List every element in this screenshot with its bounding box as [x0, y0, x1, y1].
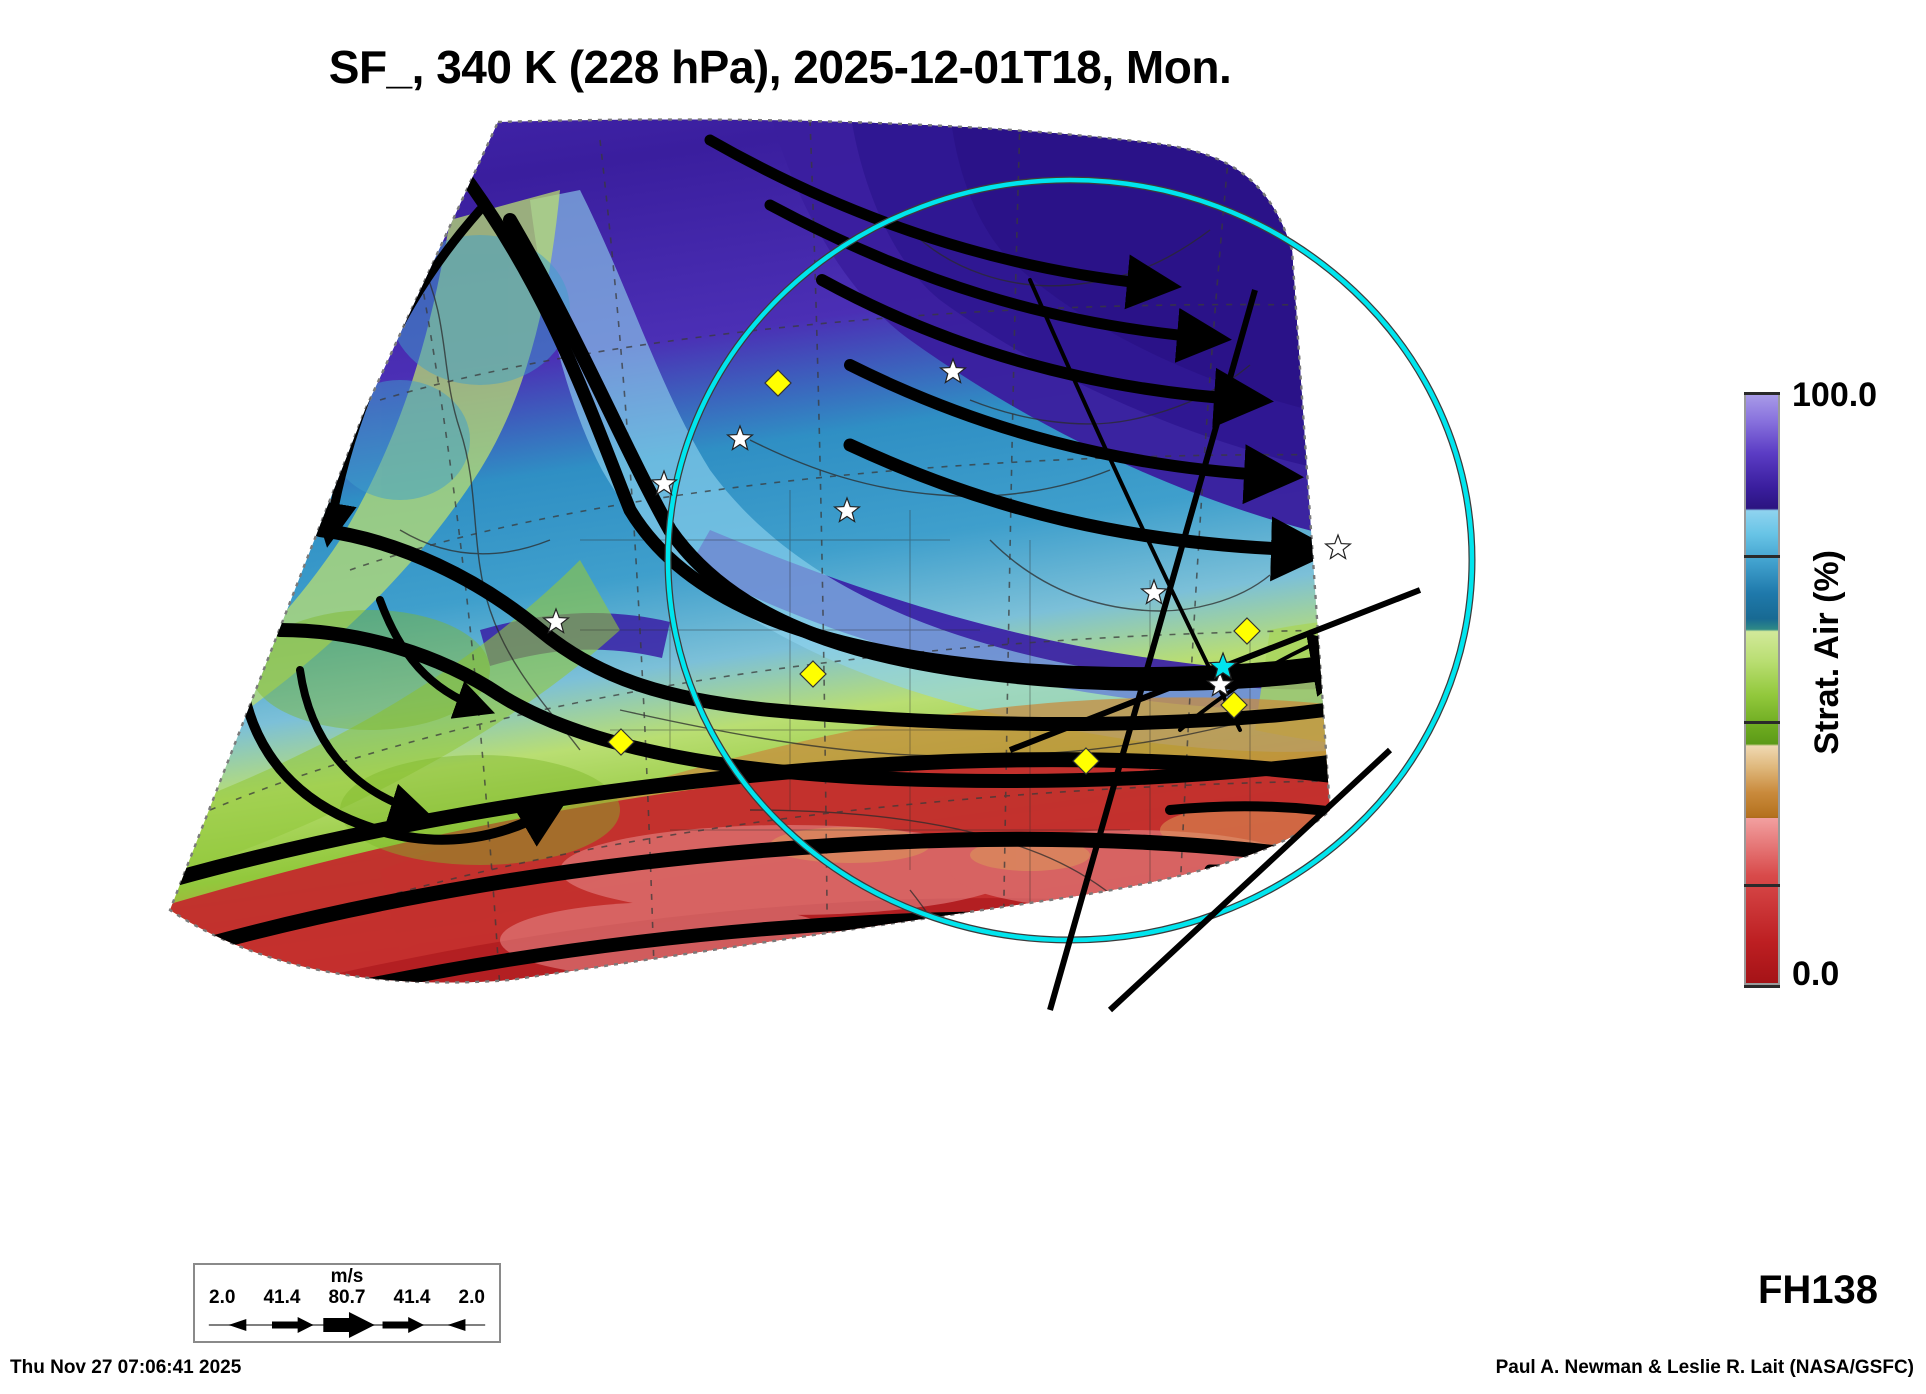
- colorbar-axis-label: Strat. Air (%): [1808, 550, 1846, 755]
- station-star-marker-5[interactable]: [1139, 578, 1169, 605]
- site-diamond-marker-0[interactable]: [764, 369, 792, 397]
- marker-layer[interactable]: [541, 357, 1353, 775]
- wind-legend-value-4: 2.0: [458, 1287, 485, 1308]
- site-diamond-marker-2[interactable]: [607, 728, 635, 756]
- colorbar-tick-1: [1744, 555, 1780, 559]
- wind-legend-unit-label: m/s: [330, 1266, 364, 1287]
- colorbar-tick-3: [1744, 884, 1780, 888]
- map-panel[interactable]: [150, 110, 1570, 1240]
- site-diamond-marker-4[interactable]: [1220, 691, 1248, 719]
- station-star-marker-1[interactable]: [725, 424, 755, 451]
- station-star-marker-6[interactable]: [1323, 533, 1353, 560]
- colorbar-tick-4: [1744, 985, 1780, 988]
- wind-legend-value-3: 41.4: [393, 1287, 431, 1308]
- highlight-star-marker-0[interactable]: [1208, 651, 1238, 680]
- colorbar-min-label: 0.0: [1792, 955, 1840, 993]
- station-star-marker-4[interactable]: [541, 607, 571, 634]
- site-diamond-marker-5[interactable]: [1072, 747, 1100, 775]
- wind-legend-value-2: 80.7: [328, 1287, 366, 1308]
- colorbar-gradient[interactable]: [1744, 392, 1780, 985]
- colorbar: 100.0 0.0 Strat. Air (%): [1700, 300, 1926, 1020]
- wind-legend-value-1: 41.4: [263, 1287, 301, 1308]
- flight-track-lines[interactable]: [1008, 289, 1422, 1013]
- colorbar-tick-2: [1744, 721, 1780, 725]
- station-star-marker-0[interactable]: [938, 357, 968, 384]
- wind-legend-arrow-icons: [208, 1312, 486, 1338]
- station-star-marker-2[interactable]: [649, 469, 679, 496]
- station-star-marker-3[interactable]: [832, 496, 862, 523]
- strat-air-field: [170, 119, 1330, 983]
- site-diamond-marker-3[interactable]: [1233, 617, 1261, 645]
- page-title: SF_, 340 K (228 hPa), 2025-12-01T18, Mon…: [328, 41, 1232, 93]
- wind-speed-legend: m/s 2.0 41.4 80.7 41.4 2.0: [193, 1263, 501, 1343]
- colorbar-tick-0: [1744, 392, 1780, 395]
- station-star-marker-7[interactable]: [1205, 670, 1235, 697]
- map-canvas[interactable]: [150, 110, 1570, 1240]
- colorbar-max-label: 100.0: [1792, 376, 1878, 414]
- footer-credit: Paul A. Newman & Leslie R. Lait (NASA/GS…: [1495, 1357, 1914, 1378]
- forecast-hour-label: FH138: [1757, 1268, 1878, 1312]
- site-diamond-marker-1[interactable]: [799, 660, 827, 688]
- wind-legend-values: 2.0 41.4 80.7 41.4 2.0: [195, 1287, 499, 1309]
- footer-timestamp: Thu Nov 27 07:06:41 2025: [10, 1357, 242, 1378]
- wind-legend-value-0: 2.0: [209, 1287, 236, 1308]
